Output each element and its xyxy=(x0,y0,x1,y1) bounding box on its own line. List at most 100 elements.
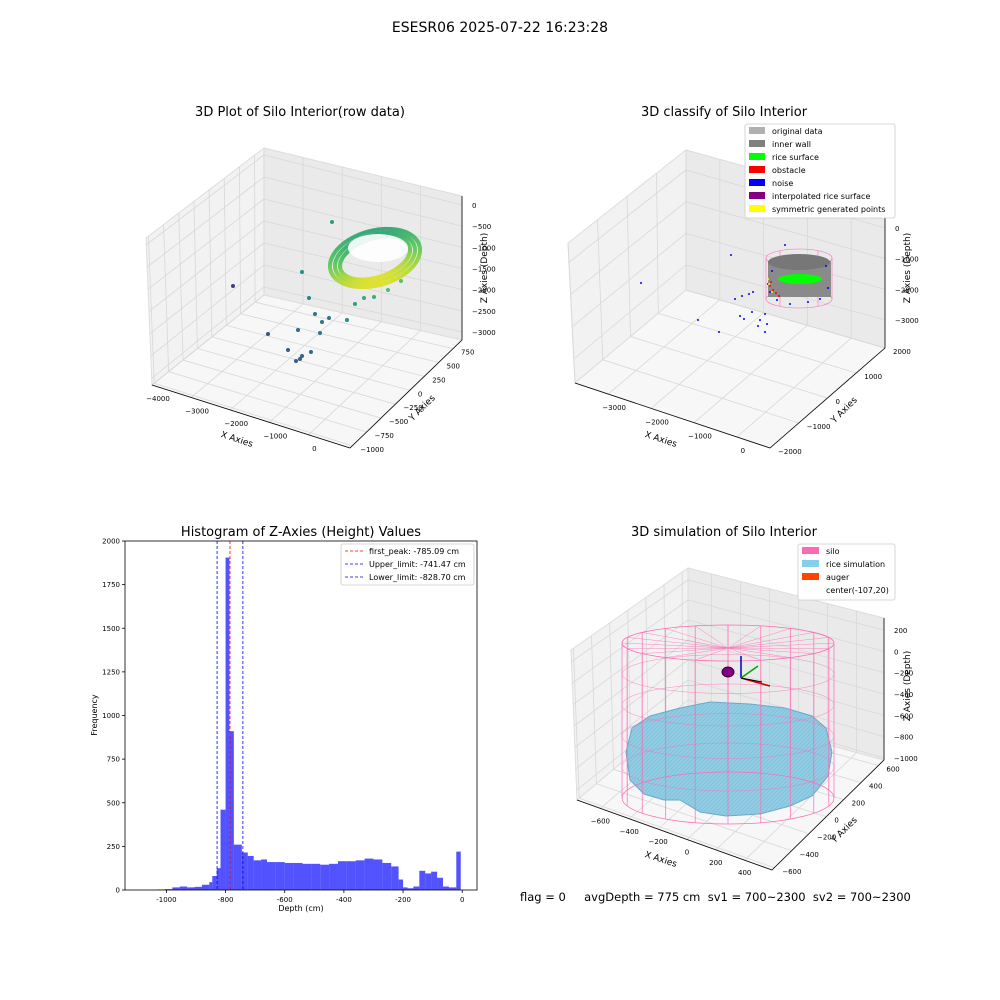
histogram-frame xyxy=(124,540,478,891)
y-tick-label: 750 xyxy=(107,756,120,764)
raw-point xyxy=(353,302,357,306)
y-tick-label: −600 xyxy=(782,868,801,876)
noise-point xyxy=(697,319,699,321)
histogram-bar xyxy=(346,861,356,890)
noise-point xyxy=(741,295,743,297)
histogram-bar xyxy=(201,884,210,890)
z-tick-label: −1500 xyxy=(472,266,496,274)
histogram-bar xyxy=(229,731,234,890)
histogram-bar xyxy=(355,860,365,890)
z-gridline xyxy=(687,619,885,674)
histogram-title: Histogram of Z-Axies (Height) Values xyxy=(181,525,421,540)
x-gridline xyxy=(151,294,265,386)
z-gridline-back xyxy=(150,264,265,357)
y-tick-label: 250 xyxy=(432,376,445,384)
histogram-bar xyxy=(419,870,426,890)
z-tick-label: −200 xyxy=(894,670,913,678)
raw-point xyxy=(298,357,302,361)
raw-point xyxy=(300,354,304,358)
histogram-bar xyxy=(373,859,383,890)
y-tick-label: −1000 xyxy=(807,423,831,431)
raw-point xyxy=(330,220,334,224)
histogram-bar xyxy=(320,864,330,890)
x-gridline xyxy=(308,330,421,436)
raw-point xyxy=(300,270,304,274)
silo-cap-wire xyxy=(621,642,729,649)
panel-classify-title: 3D classify of Silo Interior xyxy=(641,105,808,120)
z-tick-label: −400 xyxy=(894,691,913,699)
z-gridline-back xyxy=(572,233,687,327)
z-tick-label: 0 xyxy=(472,202,476,210)
histogram-bar xyxy=(164,889,173,890)
y-gridline xyxy=(602,359,799,424)
silo-cap-wire xyxy=(727,647,791,658)
z-tick-label: 200 xyxy=(894,627,907,635)
x-tick-label: 0 xyxy=(312,445,316,453)
legend-swatch xyxy=(749,166,765,173)
histogram-bar xyxy=(212,876,217,890)
legend-swatch xyxy=(749,140,765,147)
classify-tick-labels: −3000 −2000 −1000 0 −2000 −1000 0 1000 2000 0 −100… xyxy=(602,225,918,456)
raw-point xyxy=(318,331,322,335)
simulation-title: 3D simulation of Silo Interior xyxy=(631,525,818,540)
histogram-bar xyxy=(448,887,457,890)
panel-simulation-3d: 3D simulation of Silo Interior −600 −400 −… xyxy=(570,525,918,877)
x-tick-label: −1000 xyxy=(688,433,712,441)
obstacle-point xyxy=(775,292,777,294)
y-tick-label: −400 xyxy=(800,851,819,859)
histogram-ticks: -1000 -800 -600 -400 -200 0 0 250 500 750 1000 1250… xyxy=(102,538,464,905)
noise-point xyxy=(789,303,791,305)
histogram-bar xyxy=(437,877,443,890)
silo-cap-wire xyxy=(627,637,729,649)
simulation-tick-labels: −600 −400 −200 0 200 400 −600 −400 −200 0 200 400 60… xyxy=(591,627,918,877)
y-gridline xyxy=(630,336,828,399)
histogram-bar xyxy=(413,886,420,890)
y-gridline xyxy=(240,313,439,363)
panel-classify-3d: 3D classify of Silo Interior −3000−2000−… xyxy=(567,105,919,456)
noise-point xyxy=(807,301,809,303)
z-tick-label: −2000 xyxy=(895,286,919,294)
raw-point xyxy=(372,295,376,299)
z-gridline-back xyxy=(573,639,689,727)
simulation-auger xyxy=(721,656,771,687)
y-tick-label: 1000 xyxy=(102,712,120,720)
histogram-bar xyxy=(337,861,347,890)
z-gridline-back xyxy=(148,220,265,312)
histogram-xlabel: Depth (cm) xyxy=(278,904,323,913)
histogram-vlines xyxy=(216,541,244,890)
silo-cap-wire xyxy=(665,628,729,649)
y-gridline-back xyxy=(627,610,632,755)
z-tick-label: −1000 xyxy=(472,244,496,252)
legend-label: first_peak: -785.09 cm xyxy=(369,547,459,556)
obstacle-point xyxy=(778,295,780,297)
legend-swatch xyxy=(802,573,819,580)
raw-xlabel: X Axies xyxy=(219,430,254,450)
y-gridline xyxy=(579,797,775,869)
histogram-bar xyxy=(391,866,399,890)
y-gridline xyxy=(596,783,792,852)
x-tick-label: 0 xyxy=(741,447,745,455)
raw-point xyxy=(418,247,422,251)
histogram-bar xyxy=(407,888,414,890)
x-gridline xyxy=(229,312,343,411)
legend-label: obstacle xyxy=(772,166,806,175)
x-tick-label: 0 xyxy=(685,848,689,856)
silo-cap-wire xyxy=(727,637,829,649)
raw-point xyxy=(294,359,298,363)
x-tick-label: −2000 xyxy=(224,420,248,428)
y-gridline-back xyxy=(597,219,604,360)
symmetric-point xyxy=(768,283,770,285)
panel-raw-title: 3D Plot of Silo Interior(row data) xyxy=(195,105,405,120)
histogram-bar xyxy=(225,557,230,890)
y-tick-label: 400 xyxy=(869,783,882,791)
silo-cap-wire xyxy=(627,647,729,649)
raw-point xyxy=(408,247,412,252)
x-tick-label: −3000 xyxy=(185,407,209,415)
noise-point xyxy=(734,298,736,300)
simulation-rice-surface xyxy=(625,701,833,817)
panel-raw-3d: 3D Plot of Silo Interior(row data) −4000… xyxy=(145,105,496,454)
y-tick-label: 750 xyxy=(461,349,474,357)
z-gridline-back xyxy=(147,198,265,290)
histogram-bar xyxy=(284,862,294,890)
